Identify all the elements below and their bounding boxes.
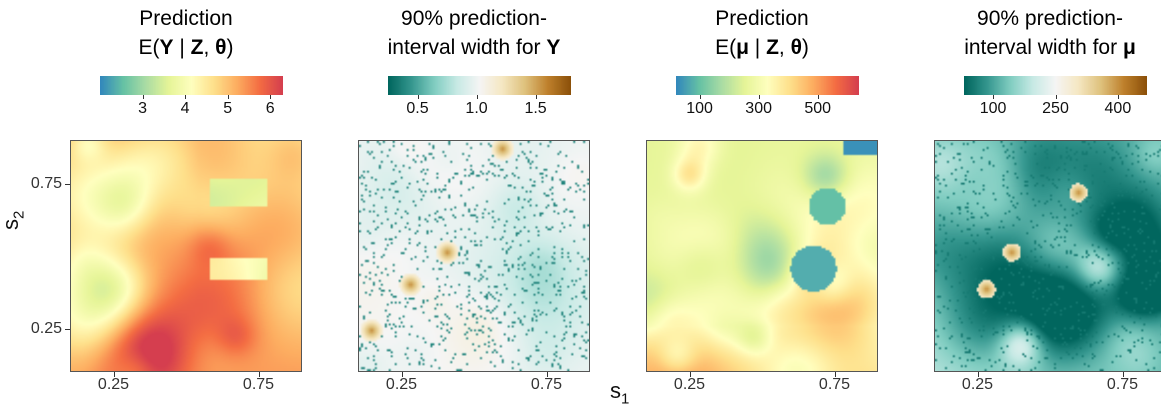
- y-tick-label: 0.75: [30, 174, 62, 192]
- colorbar-tick: [817, 95, 819, 99]
- colorbar-tick-label: 500: [804, 100, 832, 117]
- panel-1-heatmap: [70, 140, 302, 372]
- heatmap-raster: [647, 141, 877, 371]
- panel-3-heatmap: [646, 140, 878, 372]
- heatmap-raster: [935, 141, 1161, 371]
- y-tick: [65, 328, 70, 330]
- x-tick-label: 0.25: [385, 376, 418, 393]
- x-axis-title: s1: [610, 378, 630, 407]
- panel-1-title-line-1: Prediction: [139, 7, 233, 30]
- colorbar-tick-label: 400: [1104, 100, 1132, 117]
- x-tick-label: 0.75: [1106, 376, 1139, 393]
- colorbar-tick-label: 5: [223, 100, 233, 117]
- y-axis-title: s2: [0, 210, 28, 230]
- colorbar-tick: [270, 95, 272, 99]
- title-token: E(: [138, 36, 160, 59]
- x-tick: [546, 372, 548, 377]
- colorbar-tick-label: 1.5: [524, 100, 547, 117]
- colorbar-tick: [1055, 95, 1057, 99]
- panel-4-title-line-2: interval width for μ: [919, 33, 1161, 62]
- title-token: Z: [766, 36, 779, 59]
- y-tick: [65, 183, 70, 185]
- colorbar-tick: [535, 95, 537, 99]
- title-token: |: [173, 36, 191, 59]
- title-token: ): [226, 36, 234, 59]
- colorbar-gradient: [964, 76, 1147, 95]
- x-tick-label: 0.25: [673, 376, 706, 393]
- title-token: μ: [1122, 36, 1136, 59]
- colorbar-tick: [758, 95, 760, 99]
- title-token: ,: [203, 36, 216, 59]
- panel-2-title-line-1: 90% prediction-: [401, 7, 547, 30]
- colorbar-tick: [476, 95, 478, 99]
- colorbar-tick: [993, 95, 995, 99]
- x-tick: [401, 372, 403, 377]
- colorbar-tick-label: 100: [686, 100, 713, 117]
- x-tick-label: 0.25: [97, 376, 130, 393]
- title-token: E(: [715, 36, 737, 59]
- title-token: interval width for: [387, 36, 547, 59]
- colorbar-tick: [699, 95, 701, 99]
- colorbar-tick-label: 300: [745, 100, 772, 117]
- title-token: ,: [778, 36, 791, 59]
- panel-3-title-line-1: Prediction: [715, 7, 809, 30]
- colorbar-tick: [142, 95, 144, 99]
- colorbar-tick-label: 1.0: [465, 100, 488, 117]
- colorbar-tick: [417, 95, 419, 99]
- x-tick: [258, 372, 260, 377]
- panel-1-colorbar: [100, 76, 283, 95]
- colorbar-gradient: [100, 76, 283, 95]
- panel-4-heatmap: [934, 140, 1161, 372]
- colorbar-tick-label: 3: [138, 100, 147, 117]
- panel-2-colorbar: [388, 76, 571, 95]
- title-token: Y: [159, 36, 174, 59]
- x-tick: [977, 372, 979, 377]
- panel-1-title-line-2: E(Y | Z, θ): [55, 33, 317, 62]
- x-tick-label: 0.75: [818, 376, 851, 393]
- panel-4-colorbar: [964, 76, 1147, 95]
- title-token: θ: [215, 36, 227, 59]
- panel-2-title-line-2: interval width for Y: [343, 33, 605, 62]
- colorbar-tick-label: 250: [1042, 100, 1069, 117]
- heatmap-raster: [71, 141, 301, 371]
- heatmap-raster: [359, 141, 589, 371]
- colorbar-tick-label: 100: [979, 100, 1007, 117]
- colorbar-gradient: [676, 76, 859, 95]
- panel-3-title-line-2: E(μ | Z, θ): [631, 33, 893, 62]
- colorbar-tick-label: 4: [180, 100, 190, 117]
- panel-2-heatmap: [358, 140, 590, 372]
- colorbar-tick-label: 6: [265, 100, 275, 117]
- title-token: Z: [190, 36, 204, 59]
- title-token: ): [801, 36, 809, 59]
- title-token: μ: [736, 36, 749, 59]
- x-tick: [689, 372, 691, 377]
- title-token: interval width for: [964, 36, 1123, 59]
- colorbar-tick: [227, 95, 229, 99]
- x-tick: [113, 372, 115, 377]
- x-tick-label: 0.75: [530, 376, 563, 393]
- x-tick-label: 0.75: [242, 376, 275, 393]
- title-token: |: [748, 36, 767, 59]
- x-tick: [1122, 372, 1124, 377]
- y-tick-label: 0.25: [30, 319, 62, 337]
- colorbar-tick: [185, 95, 187, 99]
- x-tick-label: 0.25: [961, 376, 994, 393]
- panel-4-title-line-1: 90% prediction-: [977, 7, 1123, 30]
- panel-3-colorbar: [676, 76, 859, 95]
- colorbar-gradient: [388, 76, 571, 95]
- x-tick: [834, 372, 836, 377]
- colorbar-tick-label: 0.5: [406, 100, 429, 117]
- colorbar-tick: [1117, 95, 1119, 99]
- title-token: θ: [790, 36, 802, 59]
- title-token: Y: [546, 36, 561, 59]
